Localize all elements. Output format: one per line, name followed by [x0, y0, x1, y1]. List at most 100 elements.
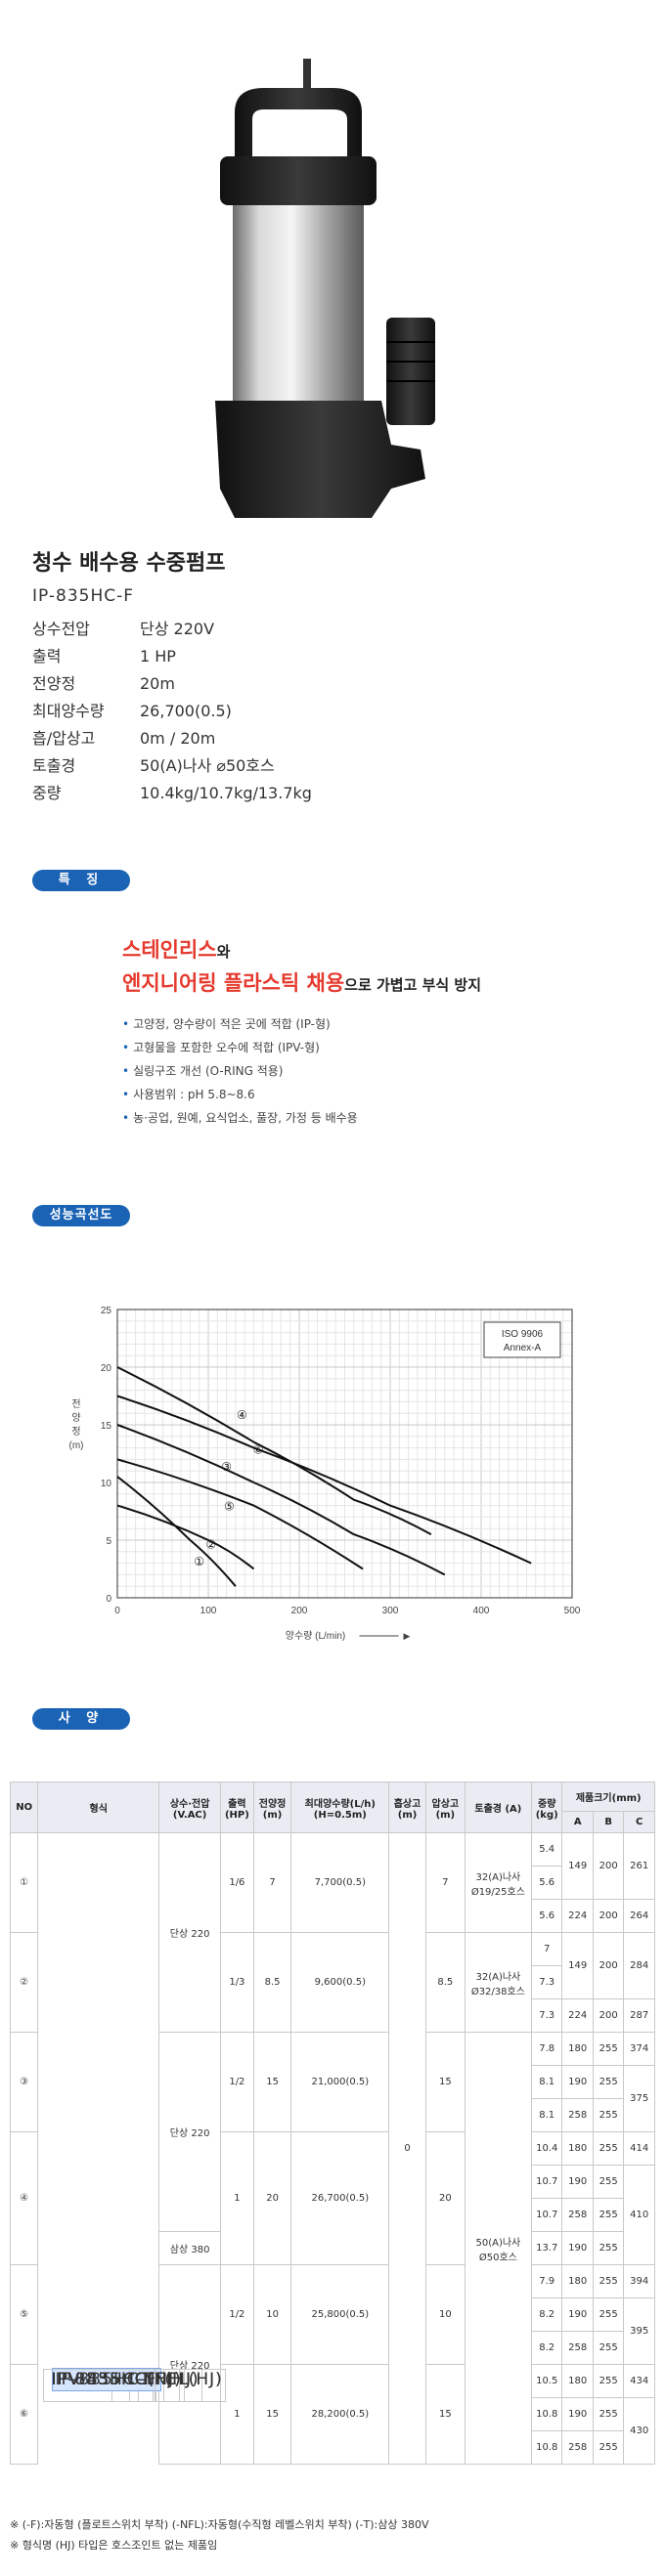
- dim-b-cell: 255: [592, 2231, 625, 2265]
- dim-a-cell: 258: [561, 2098, 594, 2132]
- suction-cell: 0: [388, 1832, 426, 2465]
- voltage-cell: 단상 220: [158, 2032, 222, 2232]
- curve-number-label: ⑥: [253, 1443, 264, 1457]
- dim-b-cell: 255: [592, 2397, 625, 2431]
- weight-cell: 7.3: [530, 1965, 563, 1999]
- curve-series-②: [116, 1504, 255, 1570]
- curve-series-⑤: [116, 1458, 364, 1570]
- dim-a-cell: 149: [561, 1932, 594, 1999]
- dim-b-cell: 200: [592, 1932, 625, 1999]
- table-note: ※ 형식명 (HJ) 타입은 호스조인트 없는 제품임: [10, 2539, 218, 2552]
- pump-product-image: [215, 59, 435, 518]
- spec-key: 흡/압상고: [32, 729, 96, 748]
- head-cell: 15: [252, 2364, 292, 2465]
- dim-a-cell: 190: [561, 2231, 594, 2265]
- dim-c-cell: 410: [623, 2165, 655, 2265]
- weight-cell: 10.5: [530, 2364, 563, 2398]
- table-row: ③ IP-435HC 단상 220 1/2 15 21,000(0.5) 15 …: [9, 2032, 655, 2465]
- curve-series-③: [116, 1424, 446, 1576]
- spec-row: 상수전압 단상 220V: [32, 616, 214, 639]
- table-row: IP-335-NFL 7.3 224 200 287: [11, 1998, 655, 2402]
- x-tick-label: 0: [114, 1606, 120, 1616]
- header-dim-c: C: [623, 1811, 655, 1833]
- spec-value: 50(A)나사 ⌀50호스: [140, 756, 275, 775]
- spec-value: 0m / 20m: [140, 729, 216, 748]
- voltage-cell: 단상 220: [158, 2264, 222, 2465]
- curve-series-④: [116, 1366, 432, 1535]
- dim-b-cell: 255: [592, 2364, 625, 2398]
- weight-cell: 7: [530, 1932, 563, 1966]
- table-row: ⑤ IPV-435HC(HJ) 단상 220 1/2 10 25,800(0.5…: [9, 2264, 655, 2465]
- features-pill: 특 징: [32, 870, 130, 891]
- dim-c-cell: 261: [623, 1832, 655, 1900]
- y-tick-label: 25: [101, 1306, 112, 1316]
- dim-b-cell: 255: [592, 2165, 625, 2199]
- y-axis-label: 전: [71, 1398, 80, 1410]
- header-outlet: 토출경 (A): [464, 1782, 532, 1833]
- table-row: ① IP-235 단상 220 1/6 7 7,700(0.5) 0 7 32(…: [9, 1832, 655, 2465]
- x-axis-label: 양수량 (L/min): [286, 1630, 346, 1642]
- weight-cell: 8.2: [530, 2331, 563, 2365]
- spec-key: 토출경: [32, 756, 76, 775]
- spec-row: 흡/압상고 0m / 20m: [32, 725, 215, 749]
- voltage-cell: 삼상 380: [158, 2231, 222, 2265]
- table-row: IP-835HC-NFL 10.7 258 255: [11, 2198, 655, 2402]
- chart-pill: 성능곡선도: [32, 1205, 130, 1226]
- dim-a-cell: 190: [561, 2397, 594, 2431]
- head-cell: 7: [252, 1832, 292, 1933]
- dim-c-cell: 414: [623, 2131, 655, 2166]
- flow-cell: 7,700(0.5): [290, 1832, 390, 1933]
- dim-b-cell: 255: [592, 2065, 625, 2099]
- dim-a-cell: 190: [561, 2165, 594, 2199]
- dim-b-cell: 255: [592, 2331, 625, 2365]
- standard-label: Annex-A: [504, 1343, 542, 1353]
- dim-b-cell: 255: [592, 2098, 625, 2132]
- table-row: IP-835HC-F 10.7 190 255 410: [11, 2165, 655, 2402]
- plot-frame: [116, 1309, 573, 1599]
- feature-item: 사용범위 : pH 5.8~8.6: [122, 1083, 358, 1106]
- weight-cell: 13.7: [530, 2231, 563, 2265]
- feature-text: 으로 가볍고 부식 방지: [344, 976, 482, 994]
- dim-b-cell: 255: [592, 2264, 625, 2298]
- spec-row: 중량 10.4kg/10.7kg/13.7kg: [32, 780, 312, 803]
- selected-model-label[interactable]: IP-835HC-F: [51, 2367, 161, 2391]
- spec-key: 중량: [32, 784, 62, 802]
- model-cell: IPV-835HC-NFL(HJ): [42, 2368, 226, 2402]
- standard-label: ISO 9906: [502, 1329, 544, 1340]
- y-tick-label: 20: [101, 1363, 112, 1374]
- spec-value: 26,700(0.5): [140, 702, 232, 720]
- outlet-cell: 32(A)나사 Ø19/25호스: [464, 1832, 532, 1933]
- weight-cell: 10.4: [530, 2131, 563, 2166]
- hp-cell: 1: [220, 2131, 254, 2265]
- spec-value: 단상 220V: [140, 620, 215, 638]
- weight-cell: 7.3: [530, 1998, 563, 2033]
- spec-value: 20m: [140, 674, 175, 693]
- dim-b-cell: 255: [592, 2131, 625, 2166]
- dim-b-cell: 200: [592, 1899, 625, 1933]
- spec-value: 10.4kg/10.7kg/13.7kg: [140, 784, 312, 802]
- outlet-cell: 50(A)나사 Ø50호스: [464, 2032, 532, 2465]
- feature-text: 와: [216, 943, 231, 961]
- curve-number-label: ④: [237, 1408, 247, 1422]
- spec-row: 출력 1 HP: [32, 643, 176, 666]
- dim-a-cell: 190: [561, 2065, 594, 2099]
- curve-number-label: ⑤: [224, 1499, 235, 1513]
- table-row: IP-835HC-T 삼상 380 13.7 190 255: [11, 2231, 655, 2402]
- hp-cell: 1/2: [220, 2032, 254, 2132]
- feature-item: 농·공업, 원예, 요식업소, 풀장, 가정 등 배수용: [122, 1106, 358, 1130]
- dim-c-cell: 284: [623, 1932, 655, 1999]
- discharge-cell: 15: [424, 2032, 466, 2132]
- dim-a-cell: 224: [561, 1899, 594, 1933]
- spec-row: 전양정 20m: [32, 670, 175, 694]
- head-cell: 20: [252, 2131, 292, 2265]
- weight-cell: 5.6: [530, 1899, 563, 1933]
- y-tick-label: 15: [101, 1421, 112, 1432]
- weight-cell: 8.2: [530, 2297, 563, 2332]
- group-no: ⑥: [9, 2364, 39, 2465]
- x-tick-label: 400: [473, 1606, 490, 1616]
- model-name: IP-835HC-F: [32, 586, 135, 606]
- group-no: ⑤: [9, 2264, 39, 2365]
- spec-table-pill: 사 양: [32, 1708, 130, 1730]
- dim-a-cell: 180: [561, 2364, 594, 2398]
- dim-a-cell: 258: [561, 2331, 594, 2365]
